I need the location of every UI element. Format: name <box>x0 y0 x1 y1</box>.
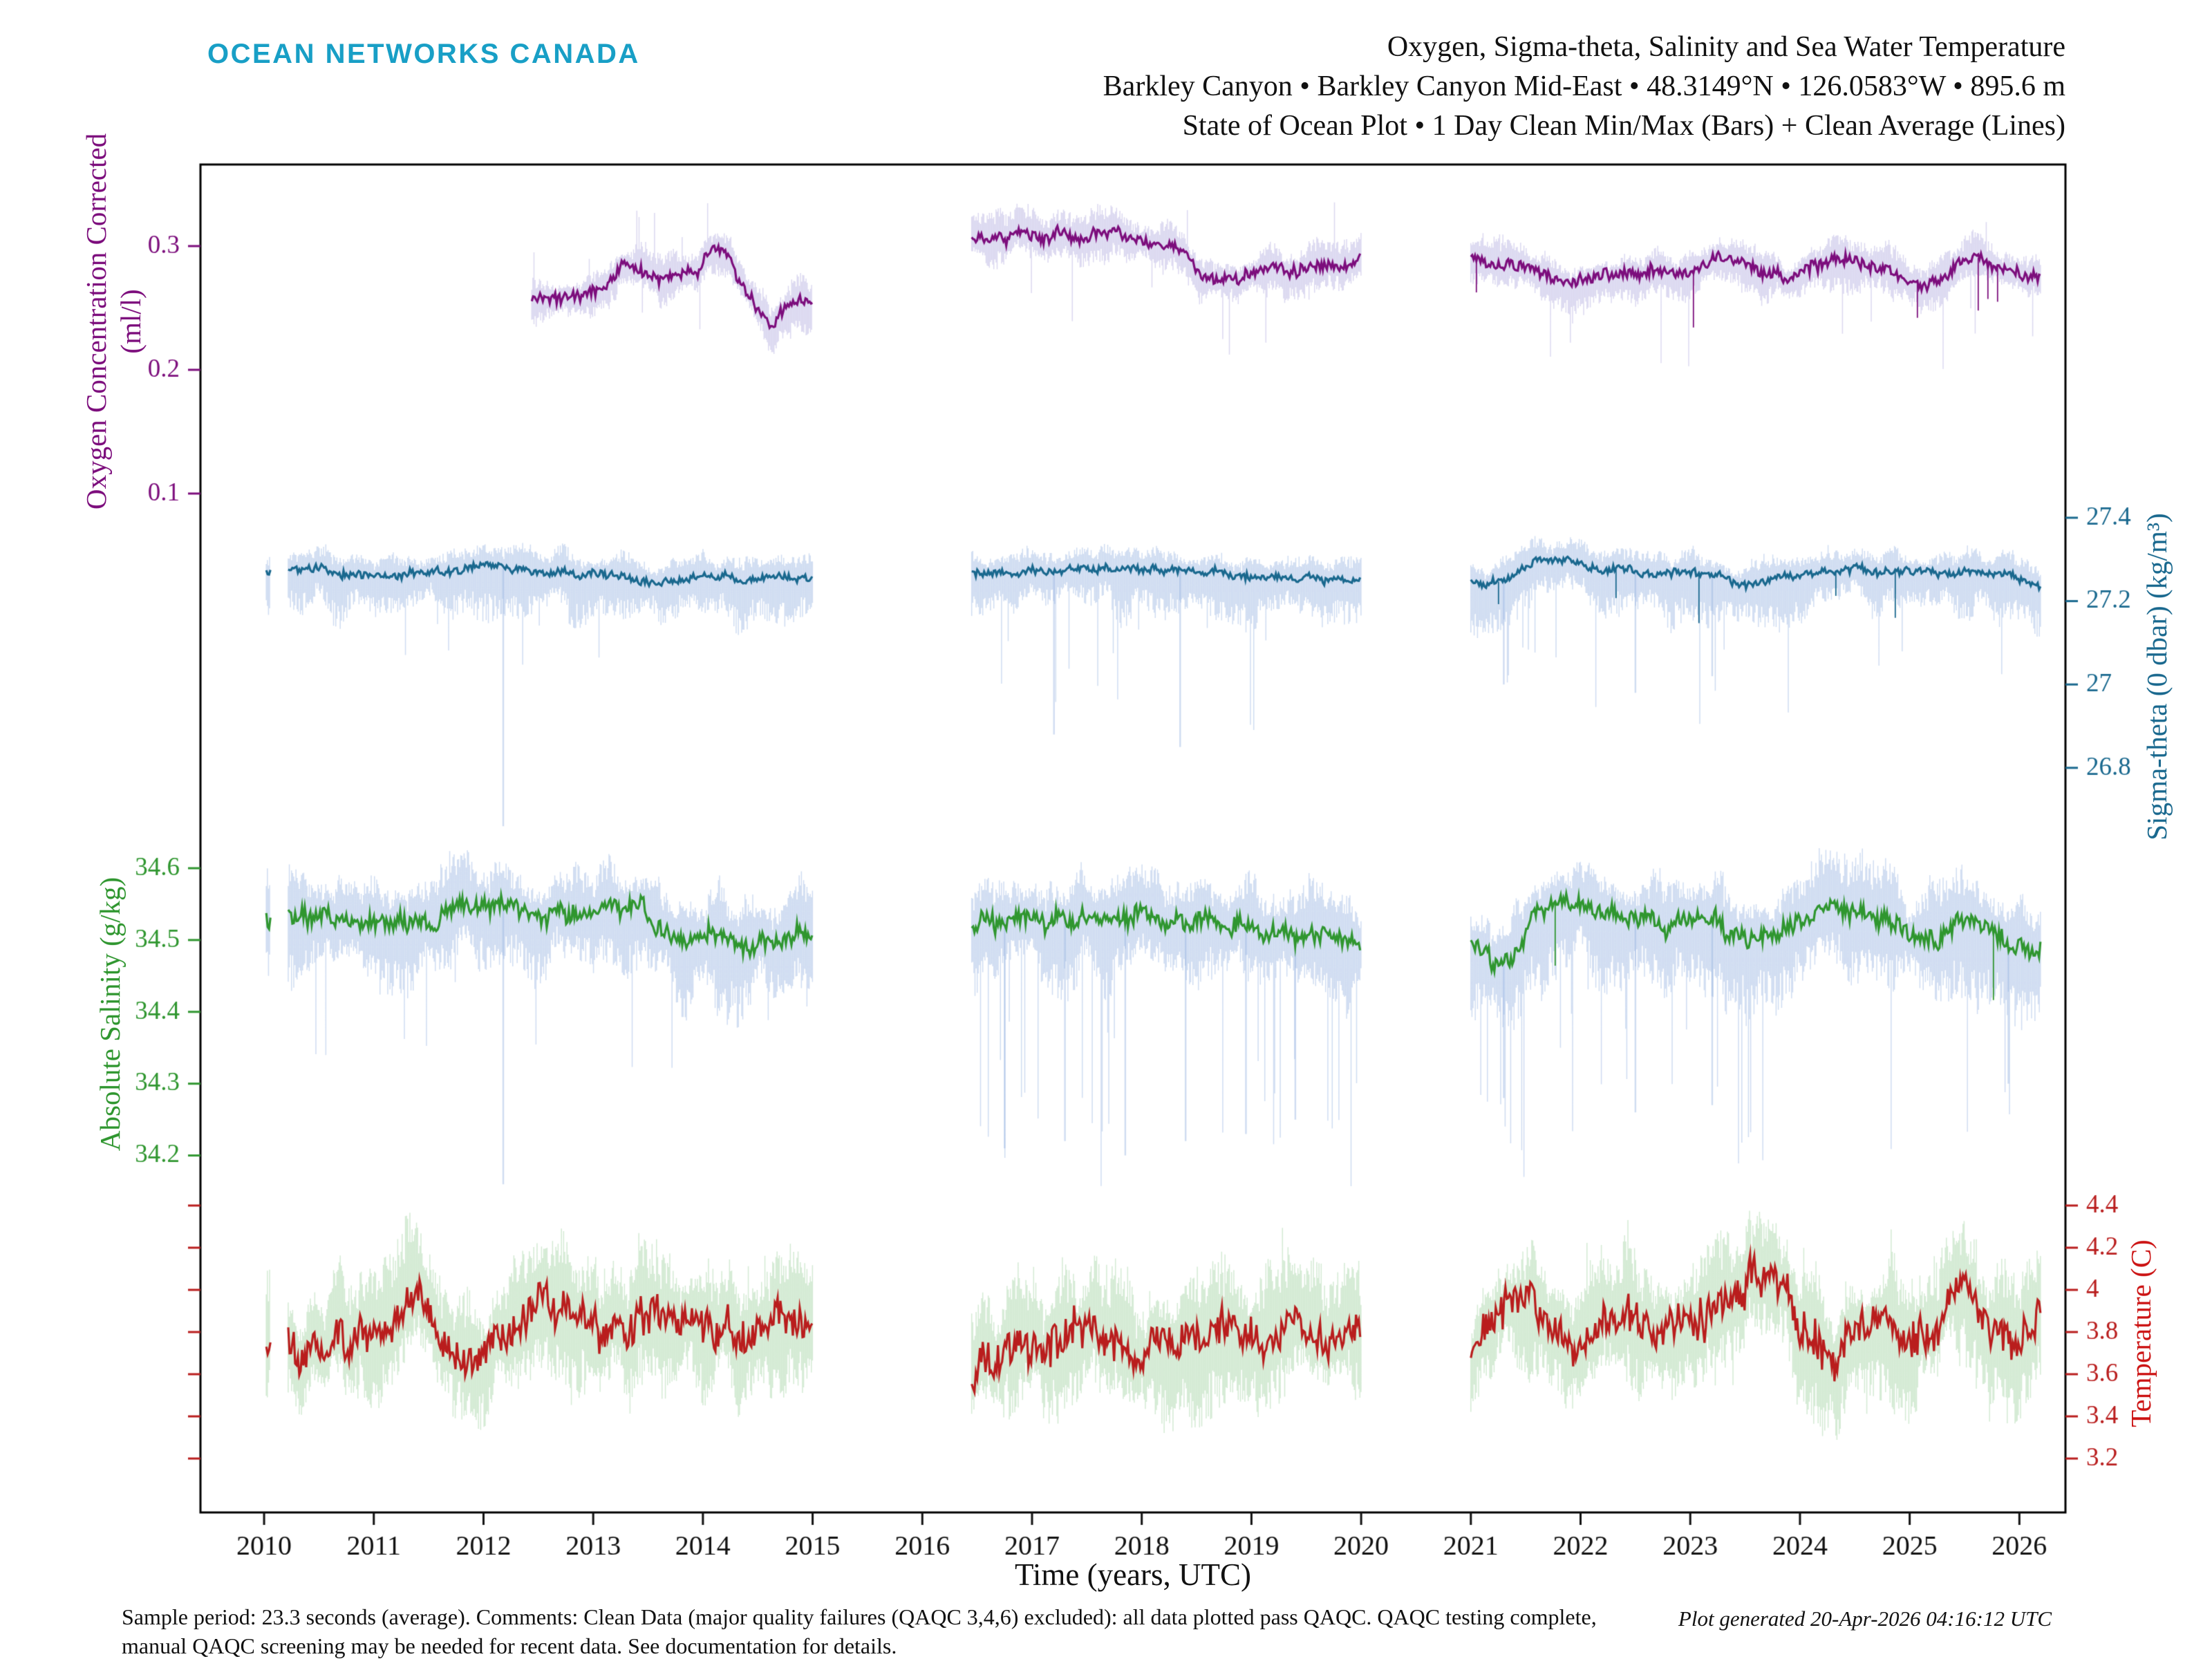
plot-title-block: Oxygen, Sigma-theta, Salinity and Sea Wa… <box>1103 28 2065 146</box>
plot-title-line-2: Barkley Canyon • Barkley Canyon Mid-East… <box>1103 71 2065 102</box>
plot-title-line-1: Oxygen, Sigma-theta, Salinity and Sea Wa… <box>1387 31 2065 63</box>
plot-title-line-3: State of Ocean Plot • 1 Day Clean Min/Ma… <box>1182 110 2065 142</box>
footer-note-line1: Sample period: 23.3 seconds (average). C… <box>122 1604 1597 1629</box>
plot-generated-note: Plot generated 20-Apr-2026 04:16:12 UTC <box>1678 1606 2052 1631</box>
footer-note-line2: manual QAQC screening may be needed for … <box>122 1633 897 1658</box>
onc-logo: OCEAN NETWORKS CANADA <box>207 39 640 69</box>
oxygen-axis-label: Oxygen Concentration Corrected (ml/l) <box>79 133 148 509</box>
x-axis-label: Time (years, UTC) <box>1014 1557 1252 1592</box>
temperature-axis-label: Temperature (C) <box>2125 1239 2157 1427</box>
sigma-theta-axis-label: Sigma-theta (0 dbar) (kg/m³) <box>2141 513 2173 841</box>
footer-note: Sample period: 23.3 seconds (average). C… <box>122 1602 1597 1659</box>
oxygen-axis-label-line1: Oxygen Concentration Corrected <box>80 133 112 510</box>
oxygen-axis-label-line2: (ml/l) <box>115 289 147 354</box>
salinity-axis-label: Absolute Salinity (g/kg) <box>94 877 126 1152</box>
